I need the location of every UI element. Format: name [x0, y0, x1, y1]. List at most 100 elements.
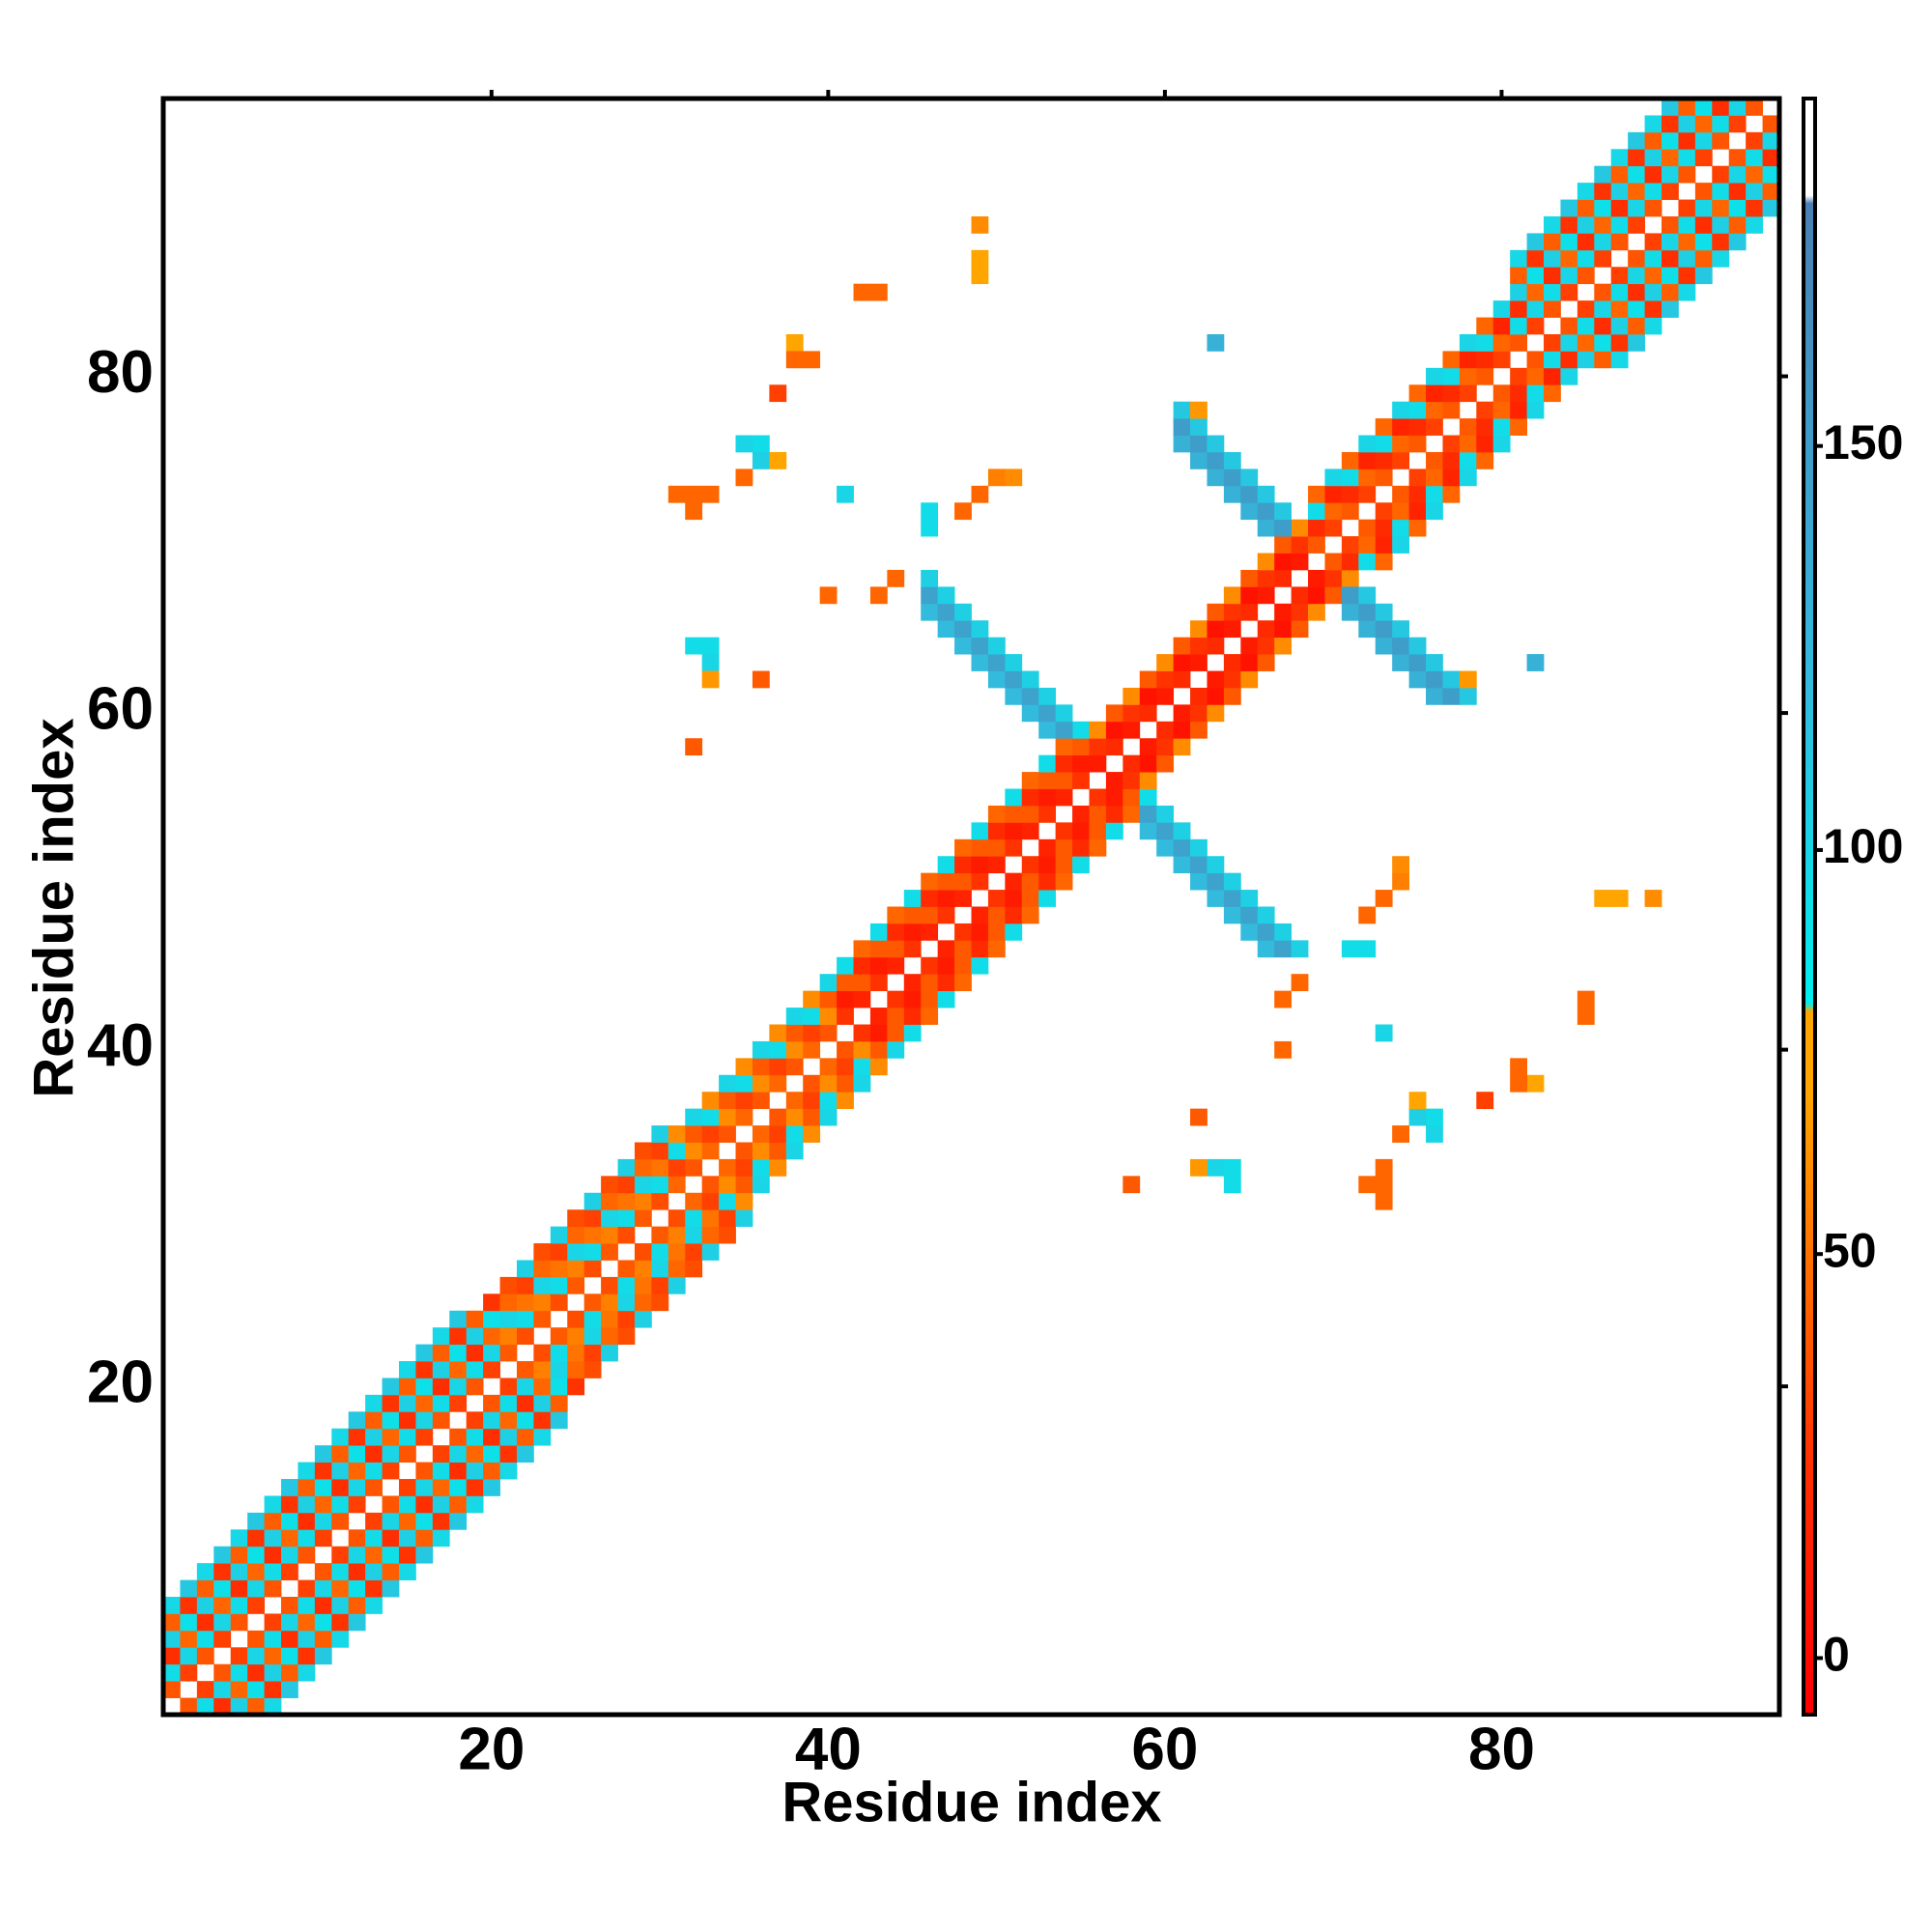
cell	[314, 1579, 332, 1598]
cell	[264, 1579, 282, 1598]
cell	[1207, 451, 1225, 469]
cell	[264, 1529, 282, 1548]
cell	[583, 1192, 602, 1210]
cell	[837, 974, 854, 992]
cell	[1257, 569, 1275, 587]
cell	[1577, 990, 1595, 1009]
cell	[365, 1462, 383, 1480]
cell	[1274, 637, 1293, 655]
cell	[735, 1209, 753, 1228]
cell	[837, 1058, 854, 1076]
cell	[365, 1563, 383, 1580]
cell	[971, 485, 989, 503]
cell	[298, 1613, 316, 1632]
cell	[1240, 890, 1259, 907]
cell	[1257, 519, 1275, 537]
cell	[1190, 418, 1208, 436]
cell	[971, 267, 989, 285]
cell	[1392, 637, 1410, 655]
cell	[1678, 115, 1696, 133]
cell	[685, 502, 703, 521]
cell	[314, 1462, 332, 1480]
cell	[331, 1563, 350, 1580]
cell	[1358, 435, 1377, 453]
cell	[1089, 721, 1107, 739]
cell	[280, 1681, 298, 1698]
cell	[247, 1697, 265, 1716]
cell	[837, 956, 854, 975]
cell	[180, 1663, 198, 1682]
cell	[719, 1209, 736, 1228]
cell	[1526, 654, 1545, 671]
cell	[1291, 553, 1309, 571]
cell	[331, 1479, 350, 1496]
cell	[752, 1074, 770, 1093]
cell	[466, 1428, 484, 1446]
cell	[1190, 401, 1208, 419]
cell	[1038, 687, 1057, 705]
cell	[1156, 670, 1175, 689]
cell	[719, 1125, 736, 1143]
cell	[1122, 788, 1141, 807]
cell	[1510, 333, 1527, 352]
cell	[921, 990, 939, 1009]
cell	[1712, 249, 1730, 268]
cell	[550, 1394, 568, 1412]
cell	[432, 1462, 450, 1480]
cell	[735, 1058, 753, 1076]
cell	[180, 1647, 198, 1665]
cell	[1139, 754, 1157, 773]
cell	[1594, 249, 1612, 268]
cell	[634, 1293, 652, 1312]
cell	[1577, 1008, 1595, 1025]
cell	[1223, 603, 1241, 621]
cell	[701, 1209, 720, 1228]
cell	[785, 1125, 804, 1143]
cell	[583, 1293, 602, 1312]
cell	[264, 1681, 282, 1698]
cell	[1610, 890, 1629, 907]
cell	[567, 1209, 585, 1228]
cell	[415, 1546, 434, 1564]
cell	[769, 1058, 787, 1076]
cell	[1223, 451, 1241, 469]
cell	[1021, 822, 1039, 840]
cell	[1324, 502, 1343, 521]
cell	[550, 1243, 568, 1261]
cell	[1426, 670, 1443, 689]
cell	[280, 1495, 298, 1514]
cell	[785, 1008, 804, 1025]
cell	[869, 940, 888, 958]
cell	[1341, 485, 1359, 503]
cell	[382, 1394, 400, 1412]
cell	[1610, 165, 1629, 184]
cell	[1173, 704, 1191, 723]
cell	[567, 1310, 585, 1328]
cell	[869, 586, 888, 605]
cell	[1308, 603, 1325, 621]
cell	[1223, 620, 1241, 639]
cell	[264, 1663, 282, 1682]
cell	[1628, 333, 1645, 352]
cell	[180, 1597, 198, 1614]
cell	[735, 1092, 753, 1110]
cell	[1644, 233, 1662, 251]
cell	[1207, 637, 1225, 655]
cell	[1628, 300, 1645, 318]
cell	[1358, 519, 1377, 537]
cell	[1476, 333, 1494, 352]
cell	[163, 1630, 181, 1648]
cell	[1544, 384, 1561, 403]
cell	[1644, 149, 1662, 167]
cell	[1207, 670, 1225, 689]
cell	[1274, 536, 1293, 554]
cell	[617, 1327, 636, 1346]
cell	[1122, 754, 1141, 773]
cell	[685, 1226, 703, 1244]
cell	[1510, 267, 1527, 285]
cell	[1375, 620, 1393, 639]
cell	[1358, 485, 1377, 503]
cell	[298, 1529, 316, 1548]
cell	[1156, 754, 1175, 773]
cell	[382, 1495, 400, 1514]
